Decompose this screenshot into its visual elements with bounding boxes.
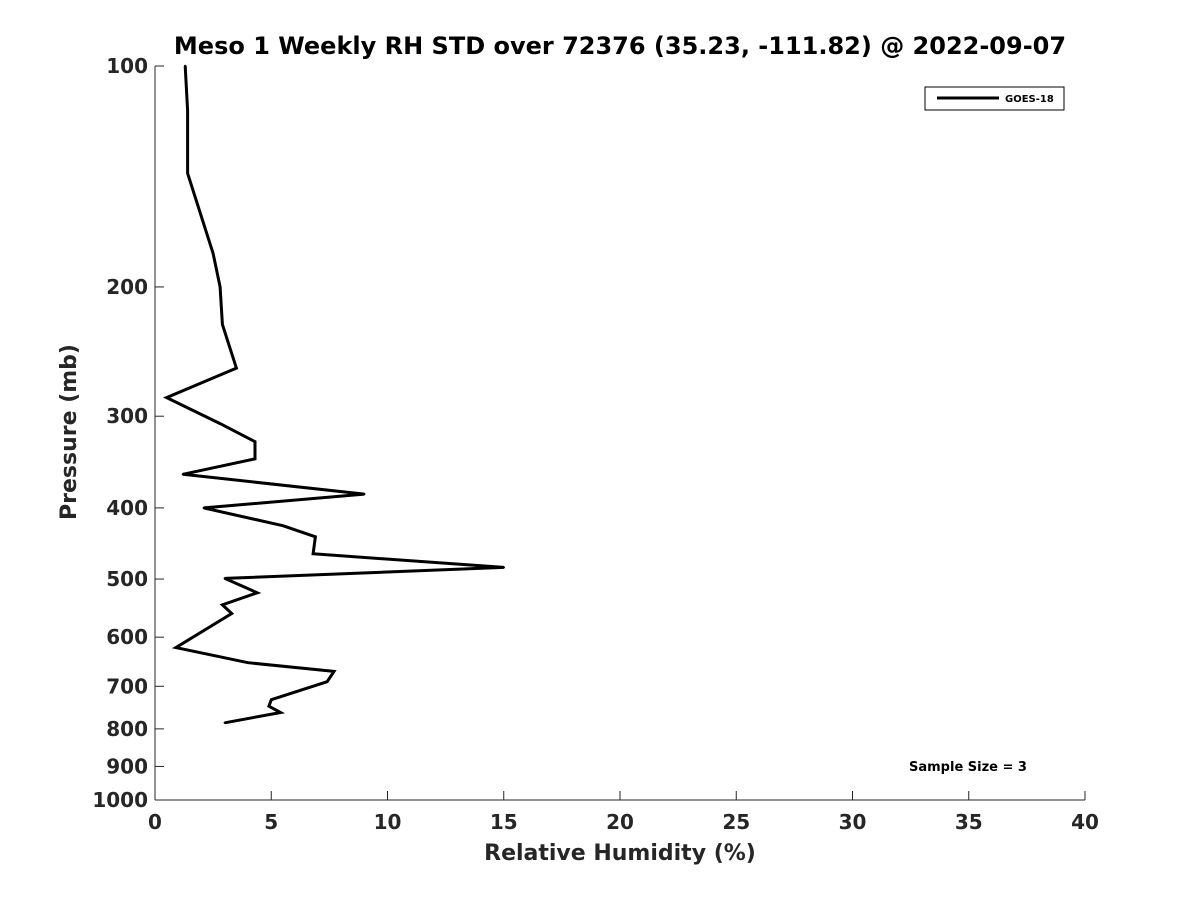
y-tick-label-700: 700	[106, 674, 148, 698]
data-point-goes-18-27	[267, 705, 271, 708]
data-point-goes-18-15	[314, 535, 317, 538]
y-tick-label-100: 100	[106, 54, 148, 78]
y-tick-label-900: 900	[106, 754, 148, 778]
data-point-goes-18-8	[218, 422, 222, 425]
data-point-goes-18-0	[184, 64, 187, 68]
data-point-goes-18-2	[186, 172, 189, 175]
chart-title: Meso 1 Weekly RH STD over 72376 (35.23, …	[174, 32, 1066, 60]
data-point-goes-18-19	[256, 591, 259, 594]
data-point-goes-18-1	[186, 109, 189, 112]
data-point-goes-18-18	[223, 577, 226, 580]
data-point-goes-18-6	[235, 366, 238, 370]
data-point-goes-18-29	[223, 721, 226, 724]
data-point-goes-18-21	[230, 612, 233, 615]
x-tick-label-40: 40	[1071, 810, 1099, 834]
x-tick-label-20: 20	[606, 810, 634, 834]
y-tick-label-500: 500	[106, 567, 148, 591]
data-point-goes-18-26	[270, 698, 273, 701]
data-point-goes-18-7	[165, 396, 168, 399]
data-point-goes-18-13	[202, 506, 205, 510]
legend: GOES-18	[924, 86, 1065, 111]
x-tick-label-25: 25	[722, 810, 750, 834]
data-point-goes-18-4	[218, 285, 222, 289]
data-point-goes-18-20	[221, 603, 224, 606]
data-point-goes-18-28	[279, 711, 282, 714]
y-tick-label-800: 800	[106, 717, 148, 741]
x-tick-label-10: 10	[374, 810, 402, 834]
y-axis-label: Pressure (mb)	[57, 344, 82, 520]
sample-size-annotation: Sample Size = 3	[909, 760, 1027, 775]
data-point-goes-18-16	[311, 552, 315, 555]
data-point-goes-18-11	[181, 473, 185, 476]
y-tick-label-400: 400	[106, 496, 148, 520]
legend-label-goes-18: GOES-18	[1005, 94, 1054, 105]
data-point-goes-18-5	[221, 323, 224, 326]
y-tick-label-200: 200	[106, 275, 148, 299]
y-tick-label-300: 300	[106, 404, 148, 428]
data-point-goes-18-10	[253, 457, 257, 461]
data-point-goes-18-23	[246, 661, 250, 664]
x-tick-label-0: 0	[148, 810, 162, 834]
series-line-goes-18	[162, 65, 504, 725]
data-point-goes-18-12	[363, 492, 366, 496]
data-point-goes-18-9	[253, 440, 257, 443]
x-tick-label-30: 30	[839, 810, 867, 834]
data-point-goes-18-24	[332, 670, 336, 673]
data-point-goes-18-17	[502, 566, 505, 569]
data-point-goes-18-14	[281, 524, 285, 527]
x-tick-label-15: 15	[490, 810, 518, 834]
data-point-goes-18-25	[325, 680, 329, 683]
x-tick-label-5: 5	[264, 810, 278, 834]
x-axis-label: Relative Humidity (%)	[484, 841, 756, 866]
x-tick-label-35: 35	[955, 810, 983, 834]
data-point-goes-18-22	[174, 646, 178, 649]
data-point-goes-18-3	[211, 252, 215, 255]
y-tick-label-600: 600	[106, 625, 148, 649]
y-tick-label-1000: 1000	[92, 788, 148, 812]
plot-area: 0 5 10 15 20 25 30 35 40 100 200 300 400 500 600 700 800…	[92, 54, 1099, 834]
